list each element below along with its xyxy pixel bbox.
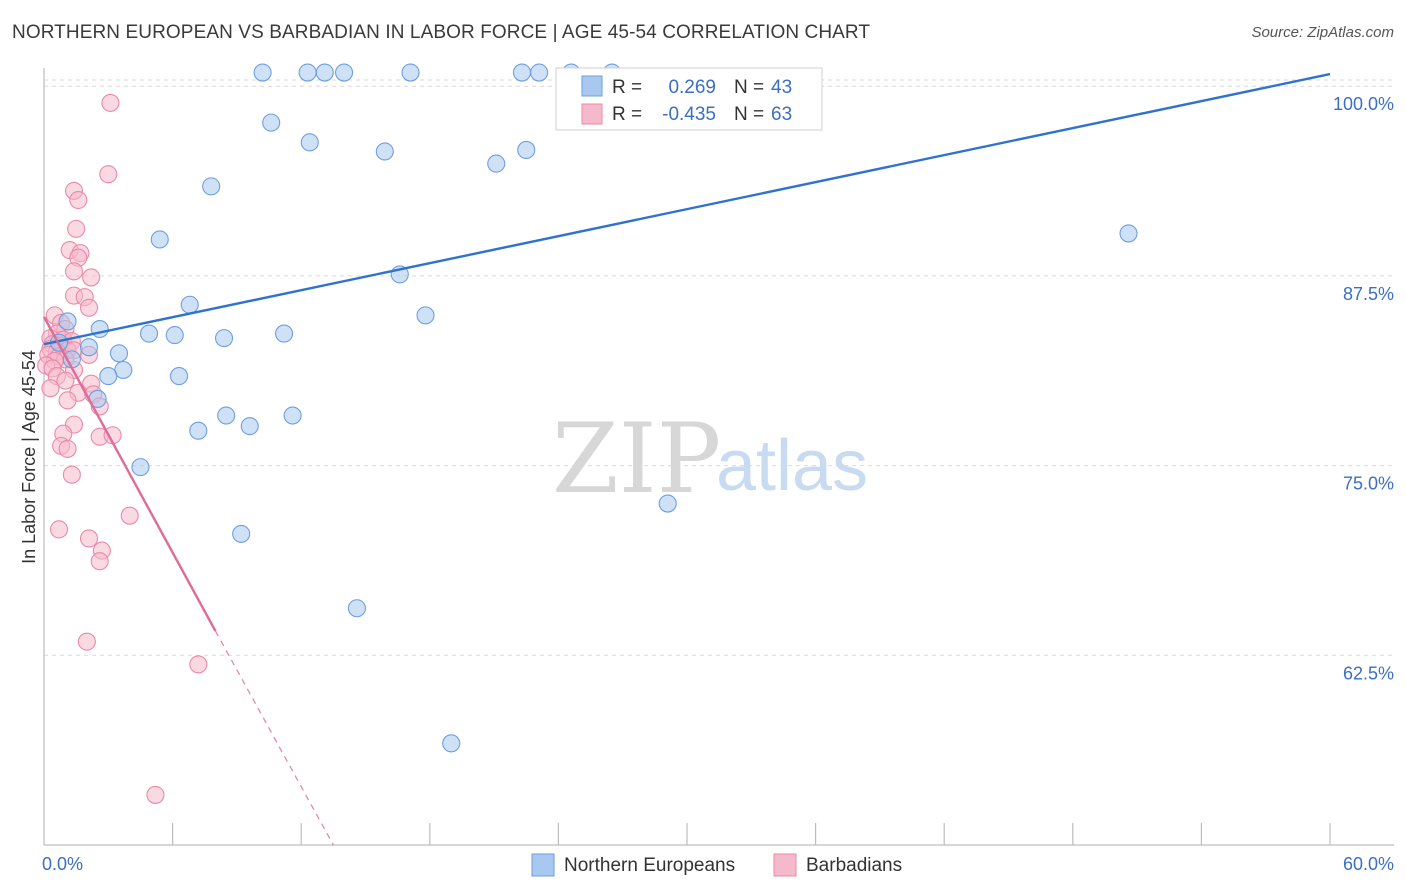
legend-label-barbadians: Barbadians: [806, 855, 902, 876]
y-axis-label: In Labor Force | Age 45-54: [19, 350, 39, 564]
northern-europeans-point: [169, 367, 189, 386]
northern-europeans-point: [416, 306, 435, 325]
y-tick-label: 62.5%: [1343, 663, 1394, 683]
northern-europeans-point: [214, 329, 234, 348]
x-tick-label-min: 0.0%: [42, 854, 83, 874]
chart-title: NORTHERN EUROPEAN VS BARBADIAN IN LABOR …: [12, 22, 871, 43]
y-tick-label: 75.0%: [1343, 474, 1394, 494]
barbadians-point: [69, 190, 88, 210]
stats-r-value-2: -0.435: [662, 104, 716, 125]
watermark-zip: ZIP: [552, 403, 721, 515]
barbadians-point: [62, 465, 81, 484]
northern-europeans-point: [347, 599, 366, 618]
northern-europeans-point: [202, 177, 221, 196]
barbadians-point: [41, 379, 60, 398]
northern-europeans-point: [150, 230, 169, 249]
barbadians-point: [56, 371, 75, 390]
chart-source: Source: ZipAtlas.com: [1251, 24, 1394, 41]
stats-box: R = 0.269 N = 43 R = -0.435 N = 63: [555, 67, 823, 131]
northern-europeans-point: [315, 63, 334, 82]
barbadians-point: [99, 165, 118, 184]
barbadians-point: [79, 529, 99, 548]
barbadians-point: [146, 785, 165, 804]
northern-europeans-point: [180, 295, 199, 314]
northern-europeans-point: [99, 367, 118, 386]
northern-europeans-point: [232, 524, 251, 543]
stats-r-value-1: 0.269: [668, 77, 716, 98]
barbadians-point: [189, 655, 208, 674]
northern-europeans-point: [165, 326, 184, 345]
watermark-atlas: atlas: [716, 426, 868, 506]
x-tick-label-max: 60.0%: [1343, 854, 1394, 874]
stats-n-label-2: N =: [734, 104, 764, 125]
stats-n-value-2: 63: [771, 104, 792, 125]
barbadians-trendline: [42, 316, 217, 632]
barbadians-point: [58, 391, 77, 410]
northern-europeans-point: [131, 458, 150, 477]
barbadians-point: [90, 552, 109, 571]
northern-europeans-point: [1119, 224, 1138, 243]
stats-swatch-barbadians: [581, 103, 603, 125]
northern-europeans-point: [335, 63, 354, 82]
stats-r-label-2: R =: [612, 104, 642, 125]
stats-swatch-northern-europeans: [581, 75, 603, 97]
northern-europeans-point: [217, 406, 236, 425]
northern-europeans-point: [109, 344, 129, 363]
northern-europeans-point: [300, 133, 319, 152]
northern-europeans-trendline: [43, 72, 1331, 346]
northern-europeans-point: [253, 63, 272, 82]
barbadians-point: [49, 520, 69, 539]
northern-europeans-point: [530, 63, 549, 82]
axis-layer: [43, 68, 1394, 846]
stats-r-label-1: R =: [612, 77, 642, 98]
legend-label-northern-europeans: Northern Europeans: [564, 855, 735, 876]
barbadians-point: [120, 506, 139, 525]
barbadians-point: [82, 268, 101, 287]
y-tick-label: 100.0%: [1333, 94, 1394, 114]
northern-europeans-point: [512, 63, 532, 82]
northern-europeans-point: [487, 154, 506, 173]
grid-layer: [44, 79, 1394, 656]
northern-europeans-point: [658, 494, 677, 513]
stats-n-label-1: N =: [734, 77, 764, 98]
watermark: ZIP atlas: [552, 403, 868, 515]
northern-europeans-point: [90, 319, 109, 339]
northern-europeans-point: [114, 360, 133, 380]
northern-europeans-point: [442, 734, 461, 753]
northern-europeans-point: [275, 324, 294, 343]
trend-layer: [42, 72, 1331, 846]
y-tick-labels: 62.5% 75.0% 87.5% 100.0%: [1333, 94, 1394, 683]
northern-europeans-point: [79, 338, 99, 357]
legend-swatch-barbadians: [773, 853, 797, 877]
northern-europeans-point: [262, 113, 281, 132]
barbadians-point: [58, 439, 77, 458]
barbadians-point: [77, 632, 96, 651]
barbadians-point: [64, 262, 84, 281]
northern-europeans-point: [298, 63, 317, 82]
barbadians-trendline-extension: [214, 630, 334, 846]
northern-europeans-point: [375, 142, 394, 161]
northern-europeans-point: [189, 421, 208, 440]
barbadians-point: [79, 298, 99, 317]
barbadians-points: [37, 93, 208, 804]
northern-europeans-point: [283, 406, 302, 425]
northern-europeans-points: [49, 63, 1138, 753]
barbadians-point: [101, 93, 120, 112]
northern-europeans-point: [401, 63, 420, 82]
stats-n-value-1: 43: [771, 77, 792, 98]
legend-swatch-northern-europeans: [531, 853, 555, 877]
northern-europeans-point: [139, 324, 159, 343]
barbadians-point: [67, 219, 86, 238]
northern-europeans-point: [58, 312, 77, 331]
northern-europeans-point: [240, 417, 259, 436]
legend: Northern Europeans Barbadians: [531, 853, 902, 877]
northern-europeans-point: [517, 140, 536, 159]
y-tick-label: 87.5%: [1343, 284, 1394, 304]
